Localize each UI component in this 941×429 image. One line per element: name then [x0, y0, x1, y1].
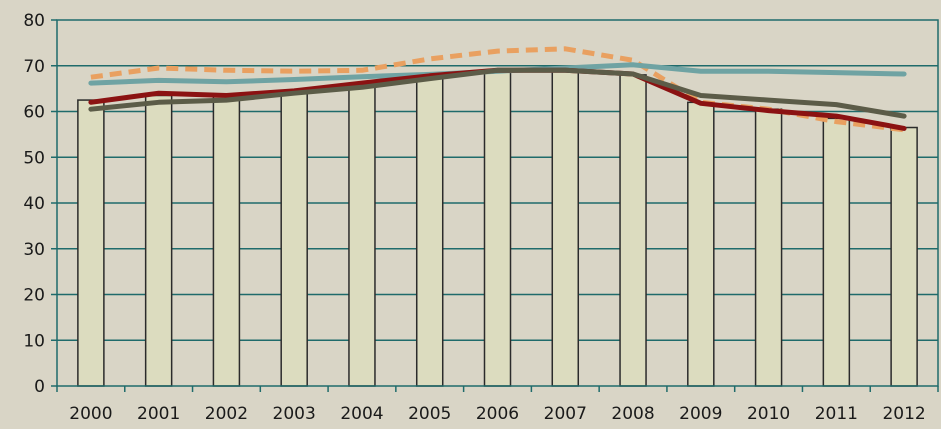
y-tick-label-80: 80 [23, 11, 45, 31]
bar-2006 [485, 71, 511, 386]
y-tick-labels: 0 10 20 30 40 50 60 70 80 [23, 11, 45, 397]
y-tick-label-20: 20 [23, 286, 45, 306]
bar-2009 [688, 102, 714, 386]
x-tick-label-2002: 2002 [205, 404, 248, 424]
x-tick-label-2010: 2010 [747, 404, 790, 424]
bar-2012 [891, 128, 917, 386]
x-tick-label-2008: 2008 [611, 404, 654, 424]
bar-2000 [78, 100, 104, 386]
bar-2001 [146, 95, 172, 386]
bar-2004 [349, 84, 375, 386]
x-tick-label-2006: 2006 [476, 404, 519, 424]
x-tick-label-2003: 2003 [273, 404, 316, 424]
bar-2008 [620, 75, 646, 386]
x-tick-label-2000: 2000 [69, 404, 112, 424]
x-tick-label-2009: 2009 [679, 404, 722, 424]
bar-2002 [213, 97, 239, 386]
y-tick-label-60: 60 [23, 103, 45, 123]
bar-2007 [552, 69, 578, 386]
y-tick-label-10: 10 [23, 331, 45, 351]
x-tick-label-2005: 2005 [408, 404, 451, 424]
bar-2011 [823, 118, 849, 386]
y-tick-label-40: 40 [23, 194, 45, 214]
bar-2010 [756, 109, 782, 386]
x-tick-label-2004: 2004 [340, 404, 383, 424]
bar-2005 [417, 77, 443, 386]
x-tick-label-2012: 2012 [882, 404, 925, 424]
x-tick-label-2001: 2001 [137, 404, 180, 424]
bar-2003 [281, 91, 307, 386]
y-tick-label-70: 70 [23, 57, 45, 77]
x-tick-label-2011: 2011 [815, 404, 858, 424]
x-tick-label-2007: 2007 [544, 404, 587, 424]
y-tick-label-0: 0 [34, 377, 45, 397]
y-tick-label-30: 30 [23, 240, 45, 260]
y-tick-label-50: 50 [23, 148, 45, 168]
